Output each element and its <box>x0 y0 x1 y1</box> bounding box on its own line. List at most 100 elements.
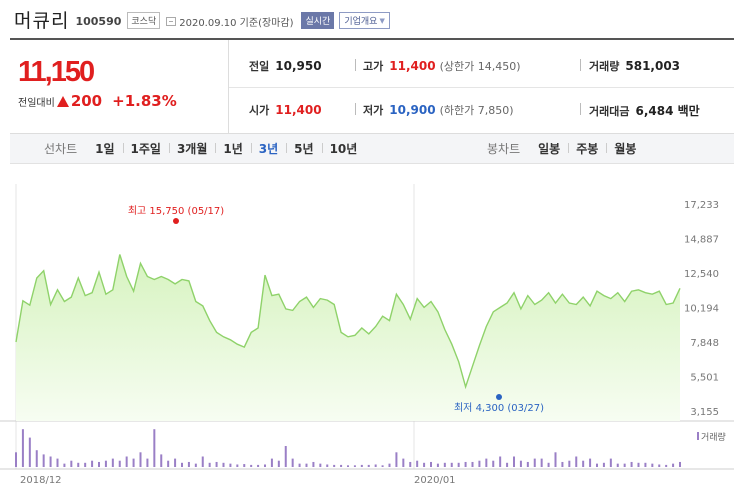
line-chart-label: 선차트 <box>44 142 78 156</box>
volume-bar <box>423 462 426 467</box>
volume-bar <box>430 461 432 467</box>
volume-bar <box>367 464 370 467</box>
volume-bar <box>305 463 308 467</box>
company-overview-label: 기업개요 <box>344 17 378 27</box>
volume-bar <box>360 464 363 467</box>
volume-bar <box>146 458 149 467</box>
volume-bar <box>499 456 502 467</box>
prev-close-label: 전일 <box>249 60 270 73</box>
volume-bar <box>15 452 17 467</box>
low-annotation: 최저 4,300 (03/27) <box>454 402 544 414</box>
volume-bar <box>353 465 356 467</box>
volume-bar <box>609 458 612 467</box>
volume-bar <box>568 460 571 467</box>
volume-bar <box>56 458 59 467</box>
high-label: 고가 <box>363 60 384 73</box>
tab-5y[interactable]: 5년 <box>286 140 321 157</box>
volume-legend-label: 거래량 <box>701 431 726 443</box>
volume-bar <box>658 464 661 467</box>
volume-bar <box>589 458 592 467</box>
lower-limit: (하한가 7,850) <box>439 104 514 117</box>
volume-bar <box>644 462 647 467</box>
volume-bar <box>651 463 654 467</box>
volume-bar <box>21 429 24 467</box>
volume-bar <box>443 462 446 467</box>
calendar-icon <box>166 16 177 26</box>
volume-bar <box>215 461 218 467</box>
volume-bar <box>381 465 384 467</box>
quote-panel: 11,150 전일대비 200 +1.83% 전일 10,950 고가 11,4… <box>10 38 734 134</box>
tab-daily[interactable]: 일봉 <box>538 142 561 156</box>
volume-bar <box>630 461 633 467</box>
price-chart[interactable]: 거래량 17,233 14,887 12,540 10,194 7,848 5,501 3,… <box>0 164 734 488</box>
volume-bar <box>540 458 543 467</box>
volume-bar <box>312 461 315 467</box>
company-overview-button[interactable]: 기업개요 ▼ <box>339 12 390 29</box>
volume-stat: 거래량 581,003 <box>589 58 680 74</box>
tab-10y[interactable]: 10년 <box>321 140 366 157</box>
low-stat: 저가 10,900 (하한가 7,850) <box>363 102 514 118</box>
volume-bar <box>388 463 391 467</box>
upper-limit: (상한가 14,450) <box>439 60 521 73</box>
tab-3y[interactable]: 3년 <box>250 140 286 157</box>
volume-bar <box>181 462 183 467</box>
volume-bar <box>229 463 232 467</box>
y-tick-label: 17,233 <box>684 200 719 211</box>
tab-1w[interactable]: 1주일 <box>122 140 169 157</box>
volume-bar <box>326 464 329 467</box>
x-tick-label: 2018/12 <box>20 475 62 486</box>
volume-bar <box>374 464 377 467</box>
tab-1d[interactable]: 1일 <box>95 142 115 156</box>
volume-bar <box>111 458 114 467</box>
divider <box>580 103 581 115</box>
high-value: 11,400 <box>389 59 436 73</box>
stock-header: 머큐리 100590 코스닥 2020.09.10 기준(장마감) 실시간 기업… <box>0 0 734 38</box>
volume-bar <box>623 463 626 467</box>
volume-bar <box>450 462 453 467</box>
tab-3m[interactable]: 3개월 <box>168 140 215 157</box>
stock-code: 100590 <box>75 14 122 28</box>
tab-1y[interactable]: 1년 <box>215 140 250 157</box>
volume-bar <box>139 452 142 467</box>
divider <box>580 59 581 71</box>
volume-bar <box>187 461 190 467</box>
period-tabs: 선차트 1일 1주일 3개월 1년 3년 5년 10년 봉차트 일봉 주봉 월봉 <box>10 134 734 164</box>
tab-monthly[interactable]: 월봉 <box>606 140 644 157</box>
volume-bar <box>257 464 260 467</box>
volume-bar <box>28 437 31 467</box>
market-badge: 코스닥 <box>127 12 161 29</box>
volume-bar <box>277 460 280 467</box>
volume-bar <box>270 458 273 467</box>
change-label: 전일대비 <box>18 97 55 109</box>
volume-bar <box>596 463 598 467</box>
volume-bar <box>208 462 211 467</box>
volume-bar <box>291 458 294 467</box>
volume-bar <box>478 460 481 467</box>
volume-bar <box>575 456 578 467</box>
stat-divider <box>229 87 734 88</box>
volume-bar <box>125 456 128 467</box>
volume-bar <box>582 460 585 467</box>
volume-bar <box>284 446 287 467</box>
tab-weekly[interactable]: 주봉 <box>568 140 606 157</box>
amount-value: 6,484 백만 <box>635 104 700 118</box>
volume-bar <box>236 464 239 467</box>
volume-bar <box>471 461 474 467</box>
volume-bar <box>436 463 439 467</box>
volume-bar <box>395 452 398 467</box>
volume-bar <box>409 461 412 467</box>
realtime-button[interactable]: 실시간 <box>301 12 335 29</box>
volume-bar <box>118 460 121 467</box>
volume-bar <box>679 461 681 467</box>
y-tick-label: 7,848 <box>690 338 719 349</box>
prev-close-value: 10,950 <box>275 59 322 73</box>
current-price: 11,150 <box>18 56 95 88</box>
volume-bar <box>77 462 80 467</box>
chevron-down-icon: ▼ <box>379 16 385 25</box>
volume-bar <box>602 462 605 467</box>
y-tick-label: 5,501 <box>690 373 719 384</box>
volume-bar <box>533 458 536 467</box>
y-tick-label: 14,887 <box>684 235 719 246</box>
candle-chart-label: 봉차트 <box>487 142 521 156</box>
volume-bar <box>104 460 107 467</box>
